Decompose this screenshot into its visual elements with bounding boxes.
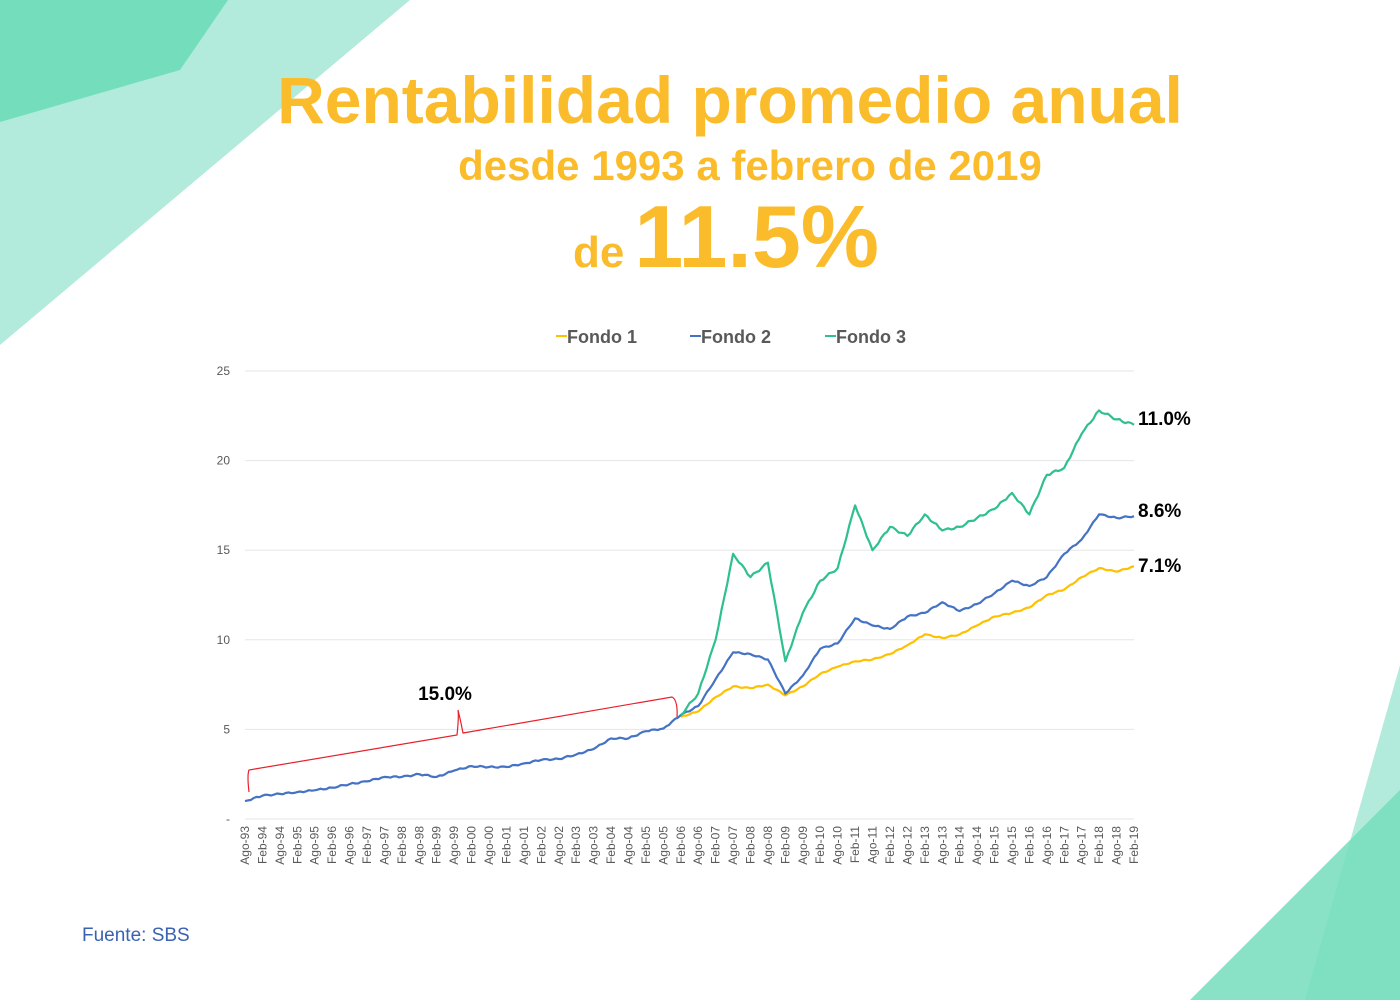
top-left-triangle-dark <box>0 0 228 122</box>
x-tick-label: Feb-02 <box>534 826 548 864</box>
headline-prefix: de <box>573 228 625 277</box>
x-tick-label: Feb-08 <box>744 826 758 864</box>
annotation-label: 15.0% <box>418 684 472 705</box>
x-tick-label: Ago-99 <box>447 826 461 865</box>
x-axis: Ago-93 Feb-94 Ago-94 Feb-95 Ago-95 Feb-96 Ago-… <box>238 826 1141 865</box>
annotation-brace <box>247 696 678 793</box>
end-value-label: 11.0% <box>1138 409 1191 430</box>
x-tick-label: Feb-05 <box>639 826 653 864</box>
grid: - 5 10 15 20 25 <box>217 364 1134 826</box>
bottom-right-triangle-dark <box>1190 790 1400 1000</box>
x-tick-label: Ago-07 <box>726 826 740 865</box>
x-tick-label: Feb-19 <box>1127 826 1141 864</box>
x-tick-label: Ago-93 <box>238 826 252 865</box>
series-line-fondo-2 <box>244 513 1135 803</box>
x-tick-label: Feb-18 <box>1092 826 1106 864</box>
x-tick-label: Ago-11 <box>866 826 880 864</box>
x-tick-label: Feb-13 <box>918 826 932 864</box>
end-value-label: 8.6% <box>1138 501 1181 522</box>
y-tick-label: 15 <box>217 543 231 557</box>
x-tick-label: Ago-14 <box>970 826 984 865</box>
x-tick-label: Feb-11 <box>848 826 862 863</box>
x-tick-label: Ago-02 <box>552 826 566 865</box>
x-tick-label: Ago-01 <box>517 826 531 865</box>
headline-value: 11.5% <box>634 187 880 286</box>
x-tick-label: Feb-10 <box>813 826 827 864</box>
series-line-fondo-3 <box>680 409 1135 716</box>
x-tick-label: Ago-17 <box>1075 826 1089 865</box>
legend-label: Fondo 1 <box>567 327 637 347</box>
x-tick-label: Ago-04 <box>621 826 635 865</box>
x-tick-label: Feb-03 <box>569 826 583 864</box>
page-subtitle: desde 1993 a febrero de 2019 <box>458 142 1042 189</box>
y-tick-label: - <box>226 812 230 826</box>
x-tick-label: Feb-12 <box>883 826 897 864</box>
x-tick-label: Feb-16 <box>1022 826 1036 864</box>
x-tick-label: Ago-05 <box>656 826 670 865</box>
x-tick-label: Ago-98 <box>412 826 426 865</box>
x-tick-label: Ago-13 <box>935 826 949 865</box>
x-tick-label: Feb-14 <box>953 826 967 864</box>
x-tick-label: Feb-07 <box>709 826 723 864</box>
x-tick-label: Ago-12 <box>900 826 914 865</box>
series-lines: 7.1% 8.6% 11.0% <box>244 409 1191 803</box>
y-tick-label: 5 <box>223 722 230 736</box>
headline: de 11.5% <box>573 186 879 288</box>
x-tick-label: Ago-95 <box>308 826 322 865</box>
legend-label: Fondo 3 <box>836 327 906 347</box>
y-tick-label: 25 <box>217 364 231 378</box>
x-tick-label: Ago-10 <box>831 826 845 865</box>
x-tick-label: Ago-09 <box>796 826 810 865</box>
x-tick-label: Ago-94 <box>273 826 287 865</box>
x-tick-label: Ago-15 <box>1005 826 1019 865</box>
end-value-label: 7.1% <box>1138 556 1181 577</box>
x-tick-label: Feb-95 <box>290 826 304 864</box>
x-tick-label: Feb-99 <box>430 826 444 864</box>
x-tick-label: Feb-01 <box>499 826 513 864</box>
x-tick-label: Feb-15 <box>988 826 1002 864</box>
x-tick-label: Feb-09 <box>778 826 792 864</box>
y-tick-label: 10 <box>217 633 231 647</box>
x-tick-label: Feb-06 <box>674 826 688 864</box>
x-tick-label: Ago-06 <box>691 826 705 865</box>
series-line-fondo-1 <box>680 565 1135 718</box>
x-tick-label: Ago-03 <box>587 826 601 865</box>
page-title: Rentabilidad promedio anual <box>277 63 1183 137</box>
x-tick-label: Feb-94 <box>255 826 269 864</box>
x-tick-label: Feb-17 <box>1057 826 1071 864</box>
x-tick-label: Feb-04 <box>604 826 618 864</box>
x-tick-label: Ago-18 <box>1110 826 1124 865</box>
x-tick-label: Ago-08 <box>761 826 775 865</box>
x-tick-label: Ago-96 <box>343 826 357 865</box>
x-tick-label: Ago-97 <box>377 826 391 865</box>
legend: Fondo 1 Fondo 2 Fondo 3 <box>556 327 906 347</box>
x-tick-label: Feb-97 <box>360 826 374 864</box>
legend-label: Fondo 2 <box>701 327 771 347</box>
annotation: 15.0% <box>247 684 678 793</box>
x-tick-label: Feb-96 <box>325 826 339 864</box>
x-tick-label: Feb-98 <box>395 826 409 864</box>
y-tick-label: 20 <box>217 454 231 468</box>
x-tick-label: Ago-16 <box>1040 826 1054 865</box>
x-tick-label: Ago-00 <box>482 826 496 865</box>
source-note: Fuente: SBS <box>82 925 190 946</box>
x-tick-label: Feb-00 <box>465 826 479 864</box>
